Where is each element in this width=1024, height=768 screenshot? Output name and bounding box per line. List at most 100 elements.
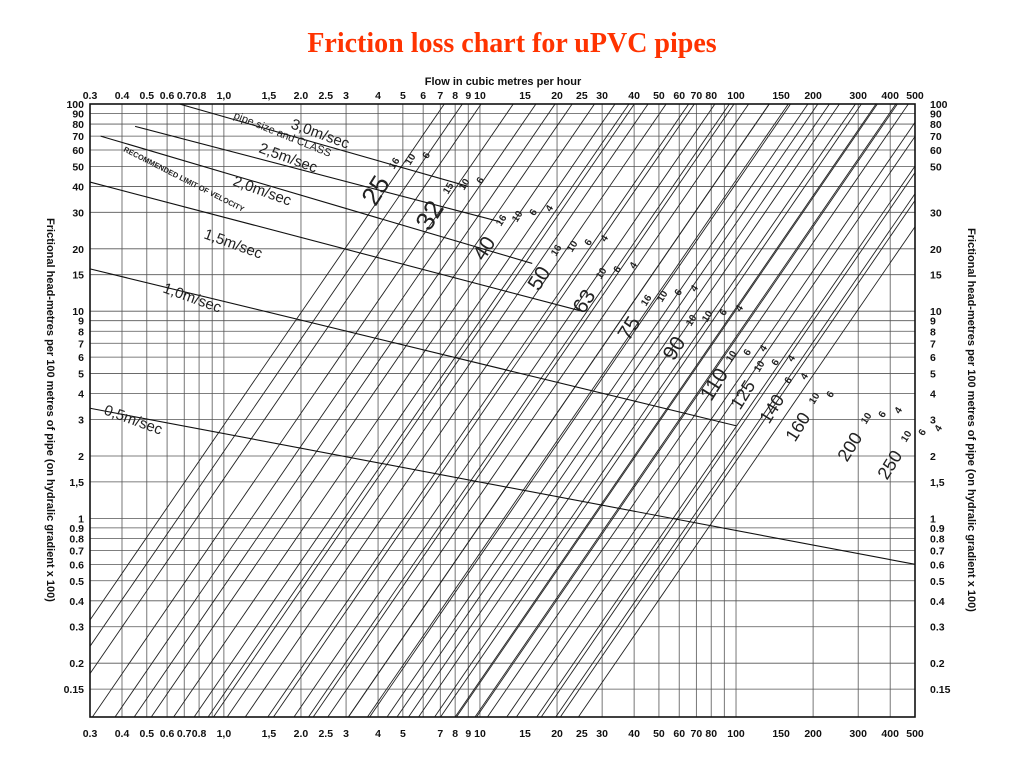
x-tick-bottom-label: 0.7 — [177, 728, 192, 740]
y-tick-right-label: 5 — [930, 369, 936, 381]
y-tick-left-label: 15 — [72, 270, 84, 282]
pipe-friction-line — [133, 103, 556, 718]
x-tick-top-label: 10 — [474, 90, 486, 102]
pipe-friction-line — [474, 103, 897, 718]
pipe-class-label: 4 — [599, 233, 612, 244]
y-tick-left-label: 2 — [78, 451, 84, 463]
x-tick-bottom-label: 1,0 — [217, 728, 232, 740]
x-tick-top-label: 2.5 — [318, 90, 333, 102]
pipe-class-label: 10 — [807, 391, 822, 407]
y-tick-right-label: 20 — [930, 244, 942, 256]
x-tick-top-label: 500 — [906, 90, 924, 102]
x-tick-top-label: 200 — [804, 90, 822, 102]
tick-labels: 0.3 0.4 0.5 0.6 0.7 0.8 1,0 1,5 2.0 2.5 3 4 5 6 7 8 9 10 1… — [64, 90, 951, 740]
x-tick-bottom-label: 2.5 — [318, 728, 333, 740]
y-tick-left-label: 5 — [78, 369, 84, 381]
slide-title: Friction loss chart for uPVC pipes — [307, 28, 717, 59]
x-tick-top-label: 6 — [420, 90, 426, 102]
pipe-friction-line — [327, 103, 750, 718]
y-tick-right-label: 0.2 — [930, 658, 945, 670]
pipe-friction-line — [150, 103, 573, 718]
y-tick-right-label: 15 — [930, 270, 942, 282]
pipe-class-label: 6 — [877, 409, 890, 420]
x-tick-top-label: 25 — [576, 90, 588, 102]
y-tick-right-label: 90 — [930, 108, 942, 120]
pipe-size-label: 75 — [614, 313, 646, 345]
y-tick-right-label: 3 — [930, 415, 936, 427]
y-tick-right-label: 1,5 — [930, 477, 945, 489]
pipe-class-label: 4 — [933, 423, 946, 434]
x-tick-top-label: 9 — [465, 90, 471, 102]
y-tick-left-label: 1 — [78, 513, 84, 525]
pipe-class-label: 6 — [917, 427, 930, 438]
pipe-friction-line — [476, 103, 898, 718]
x-tick-top-label: 80 — [705, 90, 717, 102]
pipe-friction-line — [516, 136, 916, 718]
pipe-size-label: 140 — [755, 391, 788, 427]
x-tick-top-label: 4 — [375, 90, 381, 102]
pipe-class-label: 10 — [899, 429, 914, 445]
x-tick-bottom-label: 200 — [804, 728, 822, 740]
pipe-friction-line — [92, 103, 514, 718]
pipe-friction-line — [454, 103, 877, 718]
y-tick-left-label: 0.15 — [64, 684, 85, 696]
pipe-friction-line — [367, 103, 789, 718]
x-tick-bottom-label: 100 — [727, 728, 745, 740]
x-tick-top-label: 30 — [596, 90, 608, 102]
pipe-friction-line — [440, 103, 862, 718]
y-tick-left-label: 100 — [66, 99, 84, 111]
pipe-class-label: 4 — [689, 283, 702, 294]
x-tick-bottom-label: 7 — [437, 728, 443, 740]
pipe-friction-line — [348, 103, 770, 718]
pipe-class-label: 10 — [655, 289, 670, 305]
x-tick-top-label: 15 — [519, 90, 531, 102]
pipe-class-label: 4 — [893, 405, 906, 416]
pipe-class-label: 6 — [612, 264, 625, 275]
y-tick-left-label: 0.4 — [69, 596, 84, 608]
pipe-class-label: 6 — [583, 237, 596, 248]
x-tick-bottom-label: 400 — [881, 728, 899, 740]
x-axis-title: Flow in cubic metres per hour — [425, 76, 582, 88]
x-tick-top-label: 3 — [343, 90, 349, 102]
pipe-class-label: 4 — [758, 343, 771, 354]
y-tick-left-label: 70 — [72, 131, 84, 143]
x-tick-bottom-label: 40 — [628, 728, 640, 740]
pipe-size-label: 63 — [569, 286, 601, 318]
y-tick-right-label: 0.8 — [930, 533, 945, 545]
pipe-friction-line — [369, 103, 791, 718]
y-tick-right-label: 1 — [930, 513, 936, 525]
x-tick-top-label: 20 — [551, 90, 563, 102]
y-tick-left-label: 7 — [78, 338, 84, 350]
x-tick-top-label: 400 — [881, 90, 899, 102]
x-tick-top-label: 7 — [437, 90, 443, 102]
velocity-lines — [89, 103, 916, 565]
pipe-friction-line — [267, 103, 690, 718]
x-tick-top-label: 0.3 — [83, 90, 98, 102]
x-tick-top-label: 100 — [727, 90, 745, 102]
pipe-friction-line — [555, 193, 916, 718]
y-tick-left-label: 20 — [72, 244, 84, 256]
pipe-friction-line — [207, 103, 630, 718]
x-tick-bottom-label: 10 — [474, 728, 486, 740]
y-tick-right-label: 6 — [930, 352, 936, 364]
pipe-friction-line — [559, 200, 916, 718]
x-tick-bottom-label: 80 — [705, 728, 717, 740]
x-tick-bottom-label: 500 — [906, 728, 924, 740]
pipe-friction-line — [173, 103, 595, 718]
pipe-class-label: 4 — [544, 203, 557, 214]
pipe-friction-line — [487, 103, 909, 718]
x-tick-top-label: 5 — [400, 90, 406, 102]
y-tick-right-label: 0.5 — [930, 576, 945, 588]
x-tick-top-label: 0.4 — [115, 90, 130, 102]
x-tick-bottom-label: 0.3 — [83, 728, 98, 740]
y-tick-left-label: 30 — [72, 207, 84, 219]
y-tick-left-label: 80 — [72, 119, 84, 131]
pipe-class-label: 4 — [799, 371, 812, 382]
x-tick-bottom-label: 2.0 — [294, 728, 309, 740]
y-tick-left-label: 9 — [78, 316, 84, 328]
x-tick-bottom-label: 1,5 — [262, 728, 277, 740]
pipe-class-label: 6 — [718, 307, 731, 318]
x-tick-bottom-label: 60 — [673, 728, 685, 740]
x-tick-bottom-label: 3 — [343, 728, 349, 740]
y-tick-left-label: 0.5 — [69, 576, 84, 588]
